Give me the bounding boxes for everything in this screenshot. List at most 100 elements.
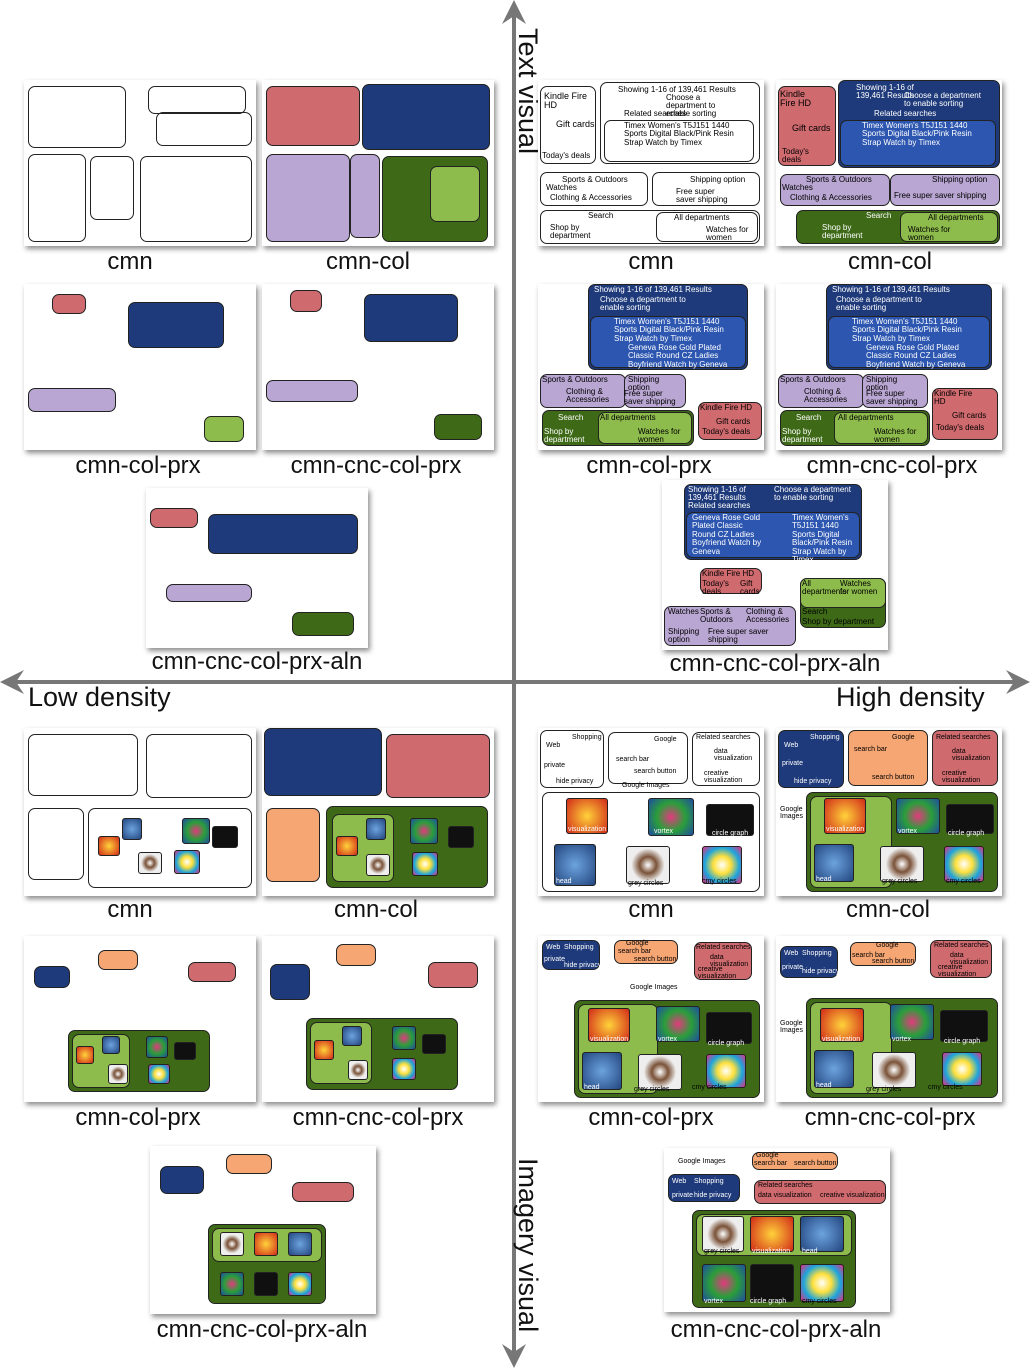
label-showing: Showing 1-16 of 139,461 Results — [832, 285, 950, 294]
box — [128, 302, 224, 348]
label-choose-dept: Choose a department to enable sorting — [774, 485, 851, 502]
label-creative-viz: creative visualization — [938, 964, 977, 978]
box — [364, 294, 458, 342]
label-sports: Sports & Outdoors — [780, 375, 846, 384]
axis-label-imagery-visual: Imagery visual — [513, 1158, 543, 1333]
label-grey-circles: grey circles — [866, 1086, 902, 1093]
label-timex: Timex Women's T5J151 1440 Sports Digital… — [852, 317, 962, 343]
label-shopping: Shopping — [802, 950, 832, 957]
box — [698, 402, 762, 440]
box — [932, 730, 998, 786]
label-cmy-circles: cmy circles — [946, 878, 981, 885]
box — [160, 1166, 204, 1194]
thumbnail-image — [872, 1052, 916, 1088]
thumbnail-image — [880, 846, 924, 882]
thumbnail-image — [108, 1064, 128, 1084]
label-geneva: Geneva Rose Gold Plated Classic Round CZ… — [628, 343, 728, 369]
thumbnail-image — [824, 798, 866, 834]
box — [98, 950, 138, 970]
label-search-bar: search bar — [618, 948, 652, 955]
caption-q1-cmn-cnc-col-prx: cmn-cnc-col-prx — [290, 452, 462, 479]
label-choose-dept: Choose a department to enable sorting — [904, 91, 981, 108]
label-sports: Sports & Outdoors — [806, 175, 872, 184]
box — [600, 82, 760, 164]
thumb-q1-cmn-cnc-col-prx — [262, 284, 494, 450]
label-data-viz: data visualization — [758, 1192, 812, 1199]
box — [150, 508, 198, 528]
box — [778, 730, 844, 788]
label-all-depts: All departments — [600, 413, 656, 422]
arrow-up-icon — [502, 0, 526, 24]
label-free-super: Free super saver shipping — [624, 389, 676, 406]
label-shipping: Shipping option — [932, 175, 988, 184]
thumbnail-image — [288, 1232, 312, 1256]
label-grey-circles: grey circles — [704, 1248, 740, 1255]
label-search: Search — [796, 413, 822, 422]
label-timex: Timex Women's T5J151 1440 Sports Digital… — [624, 121, 734, 147]
thumb-q2-cmn-cnc-col-prx: Showing 1-16 of 139,461 Results Choose a… — [776, 284, 1002, 450]
thumb-q2-cmn-col-prx: Showing 1-16 of 139,461 Results Choose a… — [538, 284, 764, 450]
box — [656, 212, 758, 242]
label-free-super: Free super saver shipping — [708, 627, 769, 644]
label-google: Google — [654, 736, 677, 743]
box — [614, 940, 678, 964]
box — [362, 84, 490, 150]
label-related: Related searches — [874, 109, 937, 118]
label-gift-cards: Gift cards — [740, 579, 760, 596]
thumb-q4-cmn-cnc-col-prx-aln: Google Images Google search bar search b… — [664, 1148, 890, 1312]
thumbnail-image — [554, 844, 596, 886]
box — [890, 174, 1000, 206]
label-circle-graph: circle graph — [712, 830, 749, 837]
label-grey-circles: grey circles — [882, 878, 918, 885]
label-private: private — [782, 760, 804, 767]
thumbnail-image — [896, 798, 940, 834]
box — [752, 1152, 838, 1170]
product-box — [828, 316, 990, 368]
label-google: Google — [756, 1152, 779, 1159]
thumbnail-image — [942, 1052, 982, 1086]
thumb-q2-cmn: Kindle Fire HD Gift cards Today's deals … — [538, 80, 764, 246]
thumb-q2-cmn-cnc-col-prx-aln: Showing 1-16 of 139,461 Results Choose a… — [662, 480, 888, 650]
label-related: Related searches — [688, 501, 751, 510]
box — [140, 156, 252, 242]
label-visualization: visualization — [590, 1036, 629, 1043]
caption-q2-cmn-col-prx: cmn-col-prx — [586, 452, 712, 479]
caption-q2-cmn-cnc-col-prx-aln: cmn-cnc-col-prx-aln — [669, 650, 881, 677]
label-grey-circles: grey circles — [634, 1086, 670, 1093]
label-private: private — [544, 956, 566, 963]
thumbnail-image — [946, 804, 994, 834]
thumbnail-image — [98, 836, 120, 856]
thumbnail-image — [820, 1008, 864, 1042]
label-showing: Showing 1-16 of 139,461 Results — [688, 485, 746, 502]
label-showing: Showing 1-16 of 139,461 Results — [618, 85, 736, 94]
box — [28, 154, 86, 242]
label-shop-by: Shop by department — [550, 223, 591, 240]
thumbnail-image — [702, 1264, 746, 1302]
label-hide-privacy: hide privacy — [794, 778, 832, 785]
label-sports: Sports & Outdoors — [700, 607, 733, 624]
label-head: head — [816, 876, 832, 883]
thumb-q2-cmn-col: Kindle Fire HD Gift cards Today's deals … — [776, 80, 1002, 246]
thumbnail-image — [890, 1004, 934, 1040]
box — [608, 732, 688, 784]
thumbnail-image — [566, 798, 608, 834]
box — [90, 156, 134, 220]
box — [264, 728, 382, 796]
box — [148, 86, 246, 114]
label-search-button: search button — [872, 774, 915, 781]
thumbnail-image — [366, 854, 390, 876]
label-creative-viz: creative visualization — [698, 966, 737, 980]
box — [694, 942, 752, 980]
label-creative-viz: creative visualization — [704, 770, 743, 784]
box — [652, 172, 760, 206]
label-shipping: Shipping option — [690, 175, 746, 184]
label-visualization: visualization — [826, 826, 865, 833]
box — [834, 412, 928, 444]
axis-label-high-density: High density — [836, 682, 985, 712]
label-vortex: vortex — [898, 828, 918, 835]
label-search: Search — [588, 211, 614, 220]
thumb-q4-cmn-col: Web Shopping private hide privacy Google… — [776, 728, 1002, 896]
label-google: Google — [626, 940, 649, 947]
label-circle-graph: circle graph — [708, 1040, 745, 1047]
